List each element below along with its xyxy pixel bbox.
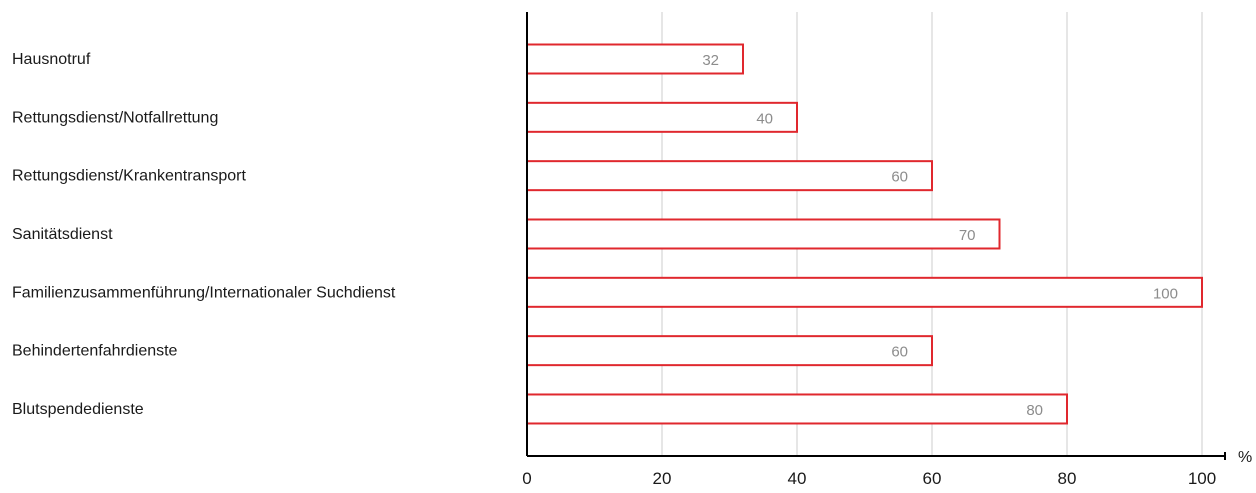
category-label-4: Familienzusammenführung/Internationaler … xyxy=(12,284,396,301)
x-tick-label-60: 60 xyxy=(923,469,942,488)
bar-6 xyxy=(526,393,1068,425)
bar-5 xyxy=(526,335,933,367)
x-tick-label-100: 100 xyxy=(1188,469,1216,488)
data-label-3: 70 xyxy=(959,227,976,244)
axis-layer xyxy=(526,12,1226,460)
bar-4 xyxy=(526,276,1203,308)
x-axis-unit-label: % xyxy=(1238,449,1252,466)
data-label-2: 60 xyxy=(891,169,908,186)
data-label-1: 40 xyxy=(756,110,773,127)
bar-0 xyxy=(526,43,744,75)
category-label-6: Blutspendedienste xyxy=(12,401,144,418)
category-label-0: Hausnotruf xyxy=(12,51,91,68)
data-label-4: 100 xyxy=(1153,285,1178,302)
category-label-2: Rettungsdienst/Krankentransport xyxy=(12,168,246,185)
data-label-6: 80 xyxy=(1026,402,1043,419)
category-label-5: Behindertenfahrdienste xyxy=(12,343,178,360)
category-label-3: Sanitätsdienst xyxy=(12,226,113,243)
x-tick-label-0: 0 xyxy=(522,469,531,488)
x-tick-label-20: 20 xyxy=(653,469,672,488)
x-tick-label-40: 40 xyxy=(788,469,807,488)
category-label-1: Rettungsdienst/Notfallrettung xyxy=(12,109,218,126)
data-label-0: 32 xyxy=(702,52,719,69)
data-label-5: 60 xyxy=(891,344,908,361)
x-tick-label-80: 80 xyxy=(1058,469,1077,488)
bar-2 xyxy=(526,160,933,192)
bar-layer xyxy=(526,43,1203,425)
bar-3 xyxy=(526,218,1001,250)
label-layer: 0 20 40 60 80 100 32 Hausnotruf 40 Rettungsdienst… xyxy=(12,51,1216,488)
